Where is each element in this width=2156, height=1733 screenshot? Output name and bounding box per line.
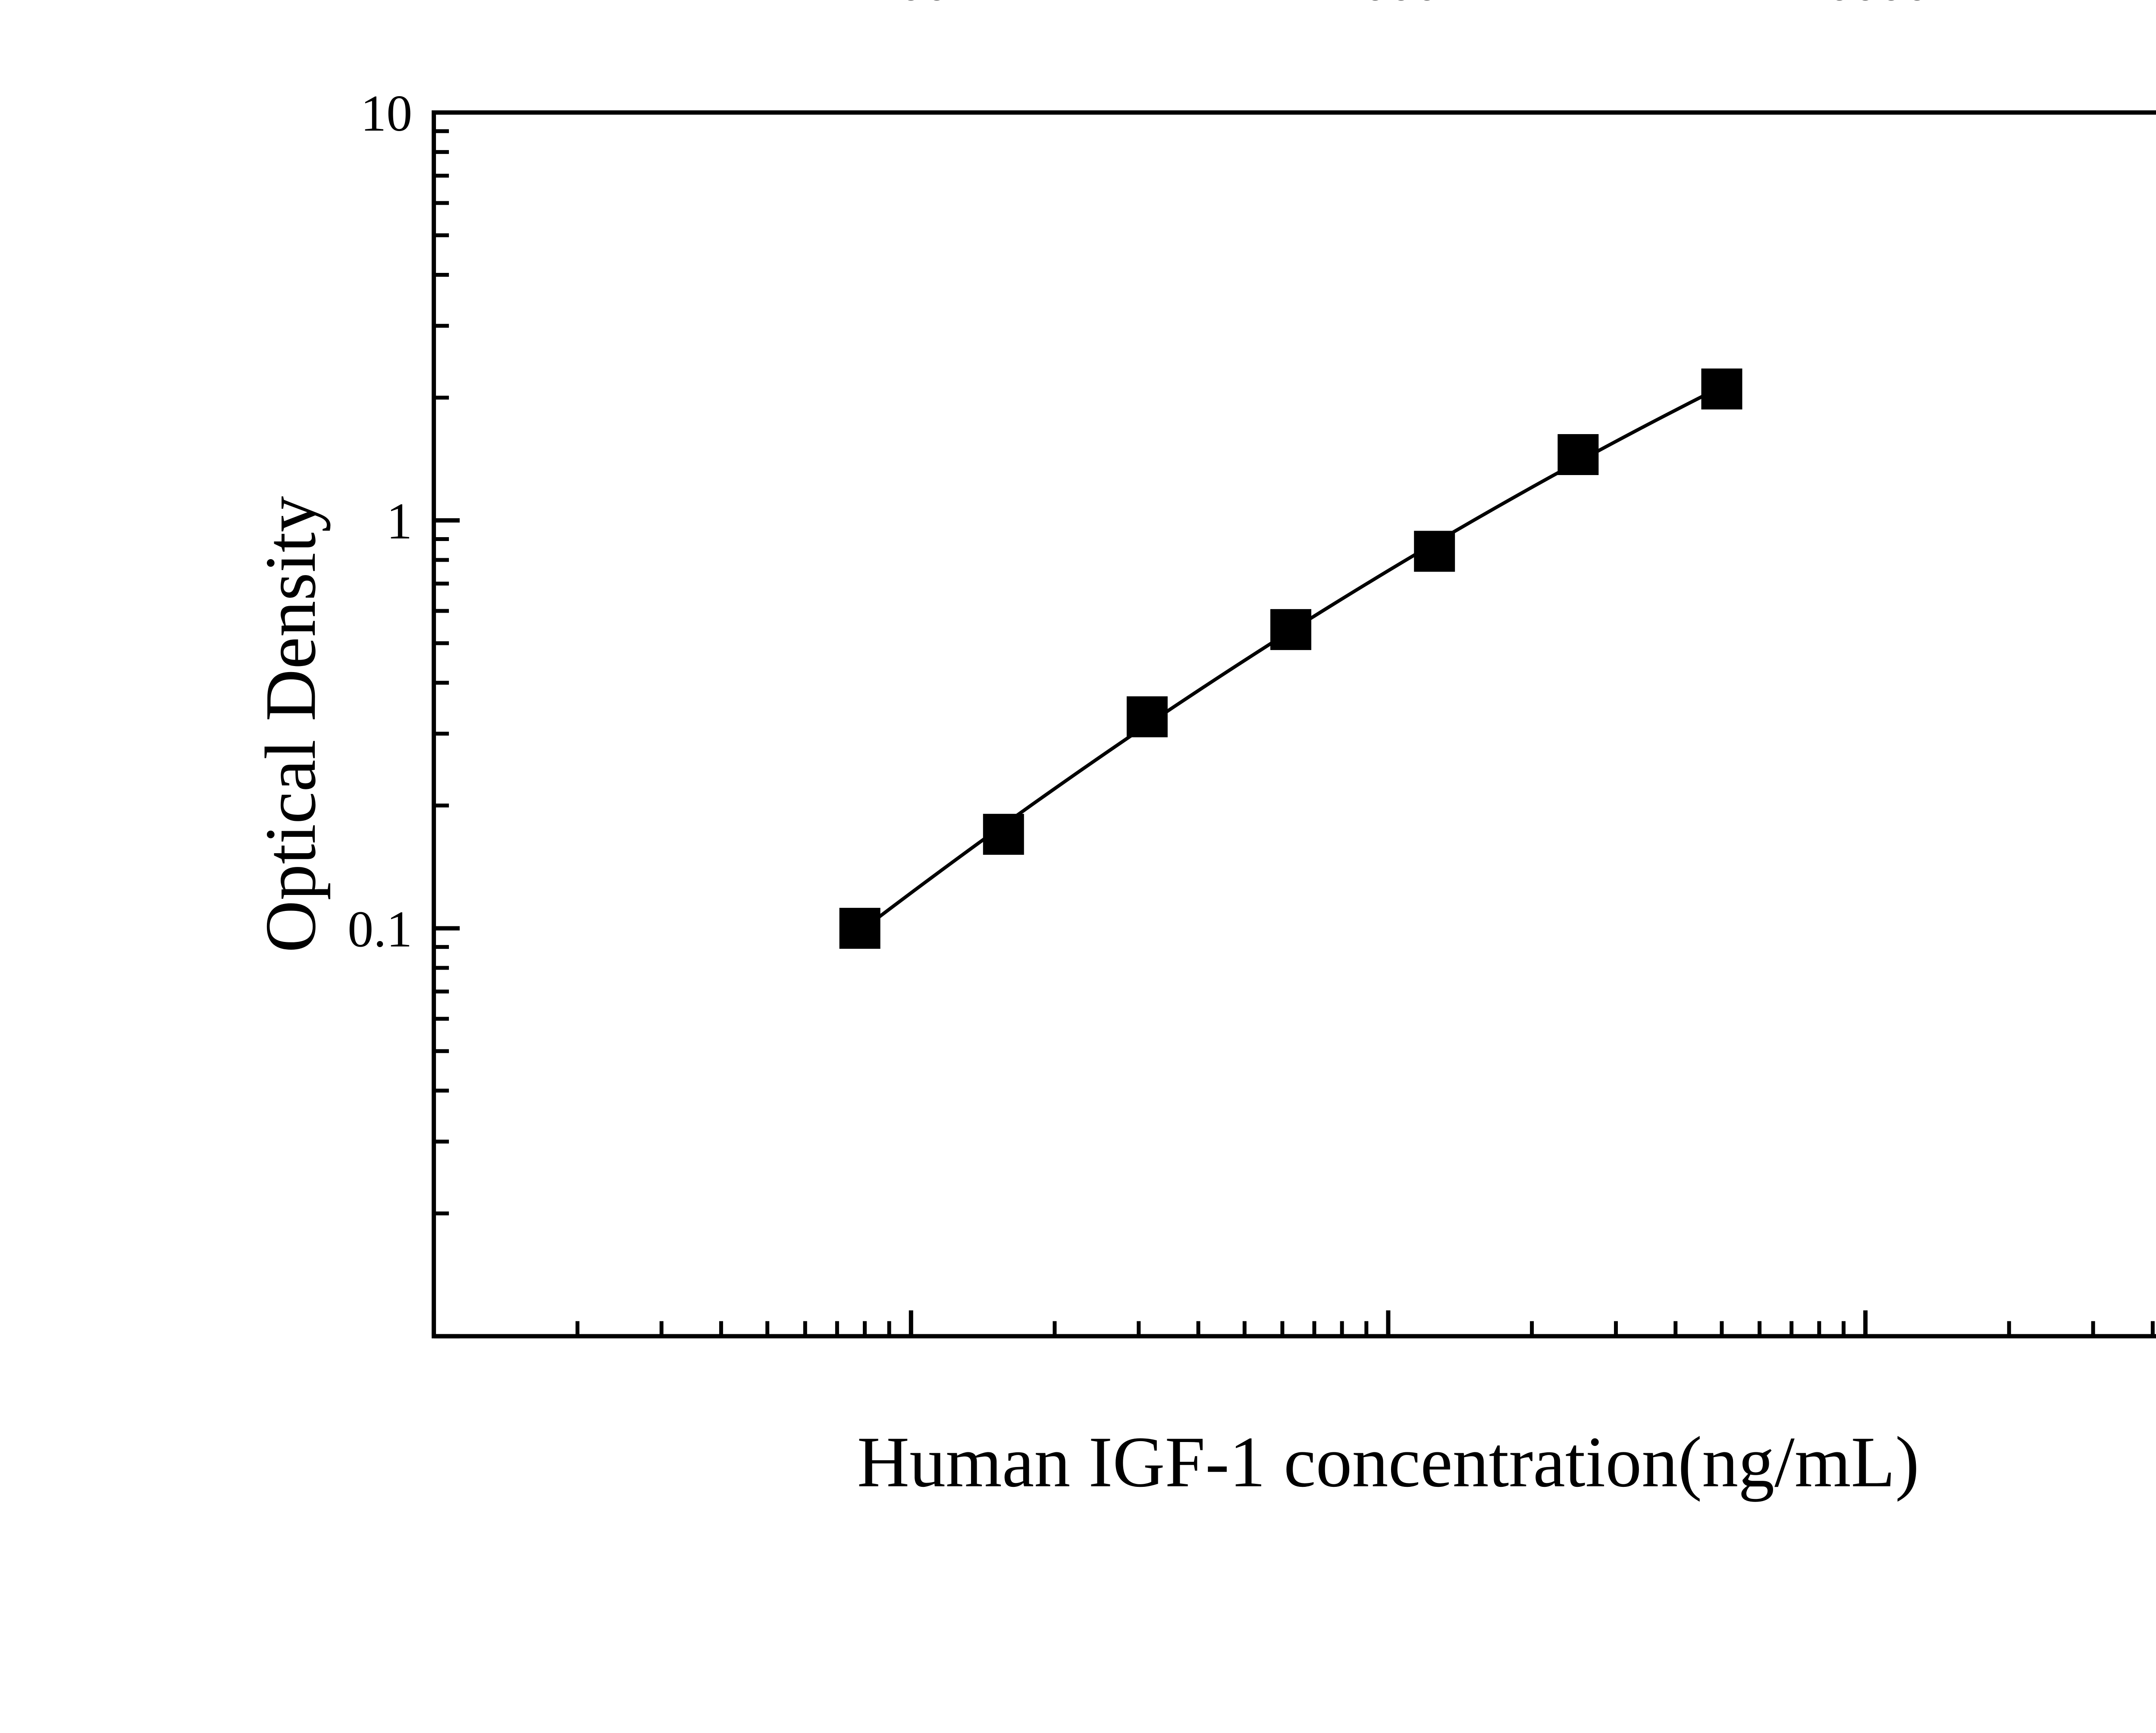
data-marker [1127, 696, 1168, 737]
y-axis-label: Optical Density [251, 496, 331, 953]
chart-container: 100 1000 10000 0.1 1 10 Human IGF-1 concentrat… [0, 0, 2156, 1733]
data-marker [1414, 531, 1455, 572]
data-marker [1557, 434, 1598, 475]
x-axis-label: Human IGF-1 concentration(ng/mL) [857, 1422, 1919, 1502]
data-marker [983, 814, 1024, 855]
data-marker [1270, 609, 1311, 650]
y-tick-label: 1 [386, 492, 412, 550]
x-tick-label: 1000 [1336, 0, 1440, 11]
x-tick-label: 100 [872, 0, 950, 11]
y-tick-label: 0.1 [348, 900, 412, 957]
data-marker [1701, 369, 1742, 410]
chart-svg: 100 1000 10000 0.1 1 10 Human IGF-1 concentrat… [0, 0, 2156, 1731]
x-tick-label: 10000 [1801, 0, 1930, 11]
data-marker [840, 908, 881, 949]
y-tick-label: 10 [360, 84, 412, 142]
